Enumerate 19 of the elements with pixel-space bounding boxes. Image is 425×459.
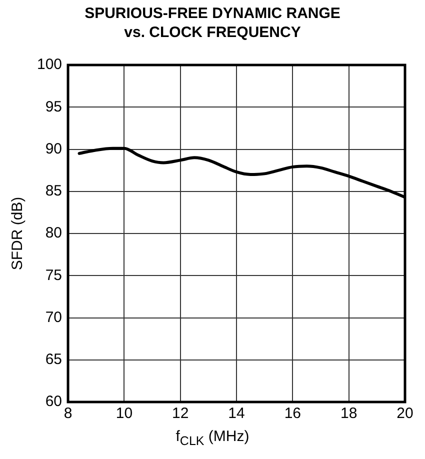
x-tick-label: 14 <box>228 405 245 422</box>
x-tick-label: 10 <box>116 405 133 422</box>
y-tick-label: 65 <box>45 351 62 368</box>
x-tick-label: 18 <box>340 405 358 422</box>
x-tick-label: 8 <box>64 405 72 422</box>
x-axis-title: f$_{CLK}$ (MHz) <box>174 428 250 448</box>
y-tick-label: 100 <box>36 56 62 74</box>
y-tick-label: 75 <box>45 266 62 284</box>
y-axis-title: SFDR (dB) <box>9 196 26 270</box>
y-tick-label: 95 <box>45 98 62 116</box>
x-tick-label: 12 <box>172 405 189 422</box>
x-tick-label: 16 <box>284 405 302 422</box>
y-tick-label: 85 <box>45 182 62 200</box>
x-tick-label: 20 <box>396 405 414 422</box>
y-tick-label: 80 <box>45 224 62 242</box>
y-tick-label: 90 <box>45 140 62 158</box>
y-tick-label: 60 <box>45 393 62 410</box>
chart-title: SPURIOUS-FREE DYNAMIC RANGE vs. CLOCK FREQUENCY <box>84 4 342 42</box>
y-tick-label: 70 <box>45 308 62 326</box>
